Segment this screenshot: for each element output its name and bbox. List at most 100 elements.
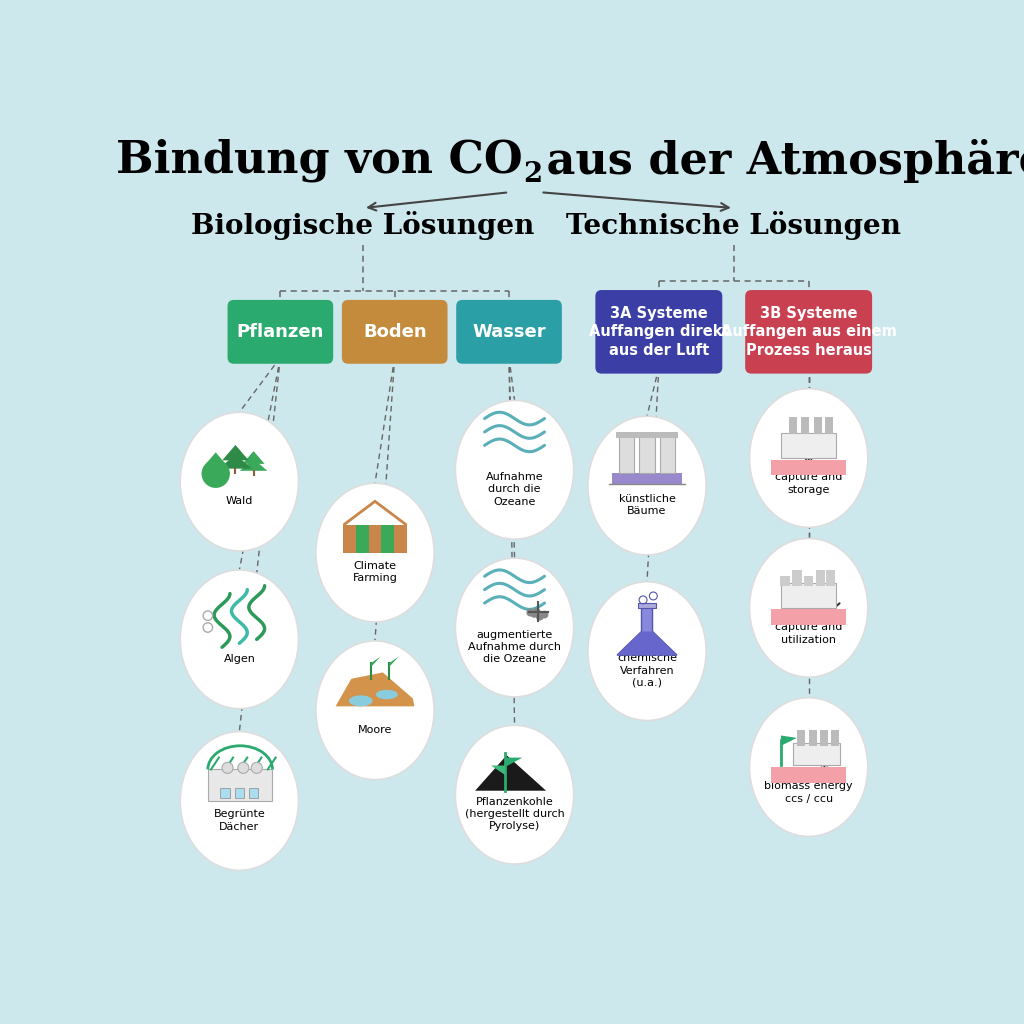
Ellipse shape [349,695,373,707]
Polygon shape [219,455,252,469]
FancyBboxPatch shape [457,300,562,364]
Circle shape [202,460,230,488]
Text: Moore: Moore [357,725,392,735]
Bar [788,417,797,434]
Bar [234,788,244,798]
Circle shape [532,606,541,614]
Circle shape [251,762,262,773]
Bar [659,435,676,473]
FancyBboxPatch shape [342,300,447,364]
FancyBboxPatch shape [595,290,722,374]
Polygon shape [371,656,381,667]
Bar [208,769,272,801]
FancyBboxPatch shape [227,300,333,364]
Bar [781,583,837,608]
Polygon shape [505,758,522,767]
Text: Begrünte
Dächer: Begrünte Dächer [213,809,265,831]
Text: 2: 2 [523,162,542,188]
Ellipse shape [750,539,867,677]
Polygon shape [617,632,677,655]
Bar [220,788,230,798]
Circle shape [530,608,539,615]
Bar [801,417,809,434]
Bar [369,525,381,553]
Text: CCU carbon
capture and
utilization: CCU carbon capture and utilization [775,610,843,645]
Bar [826,570,836,586]
Bar [657,432,678,438]
Polygon shape [243,452,264,464]
Bar [804,577,813,586]
Bar [816,570,825,586]
Text: CCS carbon
capture and
storage: CCS carbon capture and storage [775,460,843,495]
Polygon shape [389,656,398,667]
Text: Pflanzenkohle
(hergestellt durch
Pyrolyse): Pflanzenkohle (hergestellt durch Pyrolys… [465,797,564,831]
Ellipse shape [315,483,434,622]
Bar [381,525,394,553]
Text: Wald: Wald [225,496,253,506]
Text: augmentierte
Aufnahme durch
die Ozeane: augmentierte Aufnahme durch die Ozeane [468,630,561,665]
Polygon shape [204,460,228,470]
Polygon shape [206,453,225,464]
Bar [637,432,657,438]
Bar [618,435,635,473]
Text: 3B Systeme
Auffangen aus einem
Prozess heraus: 3B Systeme Auffangen aus einem Prozess h… [721,306,897,358]
Text: 3A Systeme
Auffangen direkt
aus der Luft: 3A Systeme Auffangen direkt aus der Luft [589,306,729,358]
Circle shape [536,610,544,618]
Bar [793,570,802,586]
Text: Bindung von CO: Bindung von CO [116,139,522,182]
Bar [249,788,258,798]
Bar [612,473,682,484]
Ellipse shape [588,582,707,721]
Text: Aufnahme
durch die
Ozeane: Aufnahme durch die Ozeane [485,472,544,507]
Text: Algen: Algen [223,653,255,664]
Text: Boden: Boden [362,323,427,341]
Bar [780,577,790,586]
Text: Biologische Lösungen: Biologische Lösungen [191,211,535,240]
Polygon shape [222,445,249,461]
Ellipse shape [180,570,299,709]
Polygon shape [490,766,505,775]
Bar [830,730,839,745]
Text: Wasser: Wasser [472,323,546,341]
Ellipse shape [315,641,434,779]
Text: künstliche
Bäume: künstliche Bäume [618,494,676,516]
Ellipse shape [588,416,707,555]
Bar [771,767,847,782]
Bar [781,433,837,458]
Bar [820,730,828,745]
Circle shape [526,614,535,622]
Polygon shape [336,673,415,707]
Polygon shape [781,735,797,745]
Text: Technische Lösungen: Technische Lösungen [566,211,901,240]
Polygon shape [617,608,677,655]
Bar [771,609,847,625]
Ellipse shape [456,725,573,864]
Ellipse shape [376,690,398,699]
Ellipse shape [180,731,299,870]
Ellipse shape [456,558,573,697]
Circle shape [541,612,549,621]
Bar [343,525,356,553]
Bar [814,417,822,434]
Text: chemische
Verfahren
(u.a.): chemische Verfahren (u.a.) [617,653,677,688]
Text: BECCS/U
biomass energy
ccs / ccu: BECCS/U biomass energy ccs / ccu [764,769,853,804]
Ellipse shape [456,400,573,540]
Ellipse shape [180,413,299,551]
Bar [639,435,655,473]
Bar [616,432,637,438]
Ellipse shape [750,697,867,837]
FancyBboxPatch shape [745,290,872,374]
Bar [797,730,805,745]
Bar [809,730,816,745]
Bar [771,460,847,475]
Polygon shape [475,756,546,791]
Circle shape [222,762,233,773]
Bar [638,603,655,608]
Bar [793,743,840,766]
Bar [394,525,407,553]
Bar [825,417,834,434]
Ellipse shape [750,388,867,527]
Text: Climate
Farming: Climate Farming [352,561,397,584]
Circle shape [238,762,249,773]
Bar [356,525,369,553]
